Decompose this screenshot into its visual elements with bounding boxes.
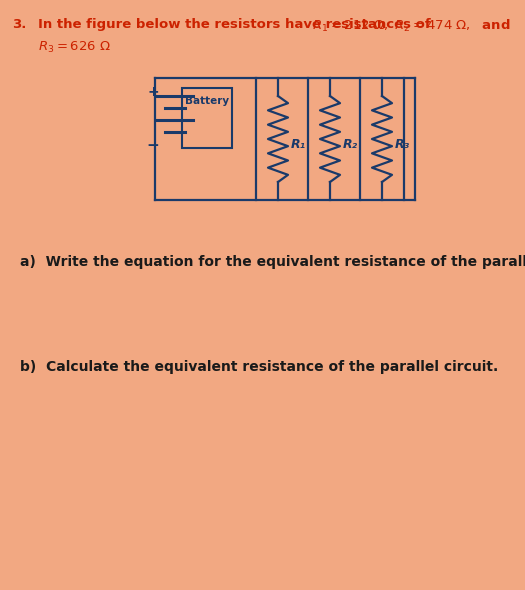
- Text: In the figure below the resistors have resistances of: In the figure below the resistors have r…: [38, 18, 440, 31]
- Text: +: +: [147, 85, 159, 99]
- Text: −: −: [146, 138, 160, 153]
- Bar: [182, 88, 232, 148]
- Text: $R_3 = 626\ \Omega$: $R_3 = 626\ \Omega$: [38, 40, 111, 55]
- Text: 3.: 3.: [12, 18, 26, 31]
- Text: R₃: R₃: [395, 137, 410, 150]
- Text: b)  Calculate the equivalent resistance of the parallel circuit.: b) Calculate the equivalent resistance o…: [20, 360, 498, 374]
- Text: R₁: R₁: [291, 137, 306, 150]
- Text: $R_1 = 212\ \Omega,\ R_2 = 474\ \Omega,$  and: $R_1 = 212\ \Omega,\ R_2 = 474\ \Omega,$…: [312, 18, 511, 34]
- Text: a)  Write the equation for the equivalent resistance of the parallel circuit.: a) Write the equation for the equivalent…: [20, 255, 525, 269]
- Text: R₂: R₂: [343, 137, 358, 150]
- Text: Battery: Battery: [185, 96, 229, 106]
